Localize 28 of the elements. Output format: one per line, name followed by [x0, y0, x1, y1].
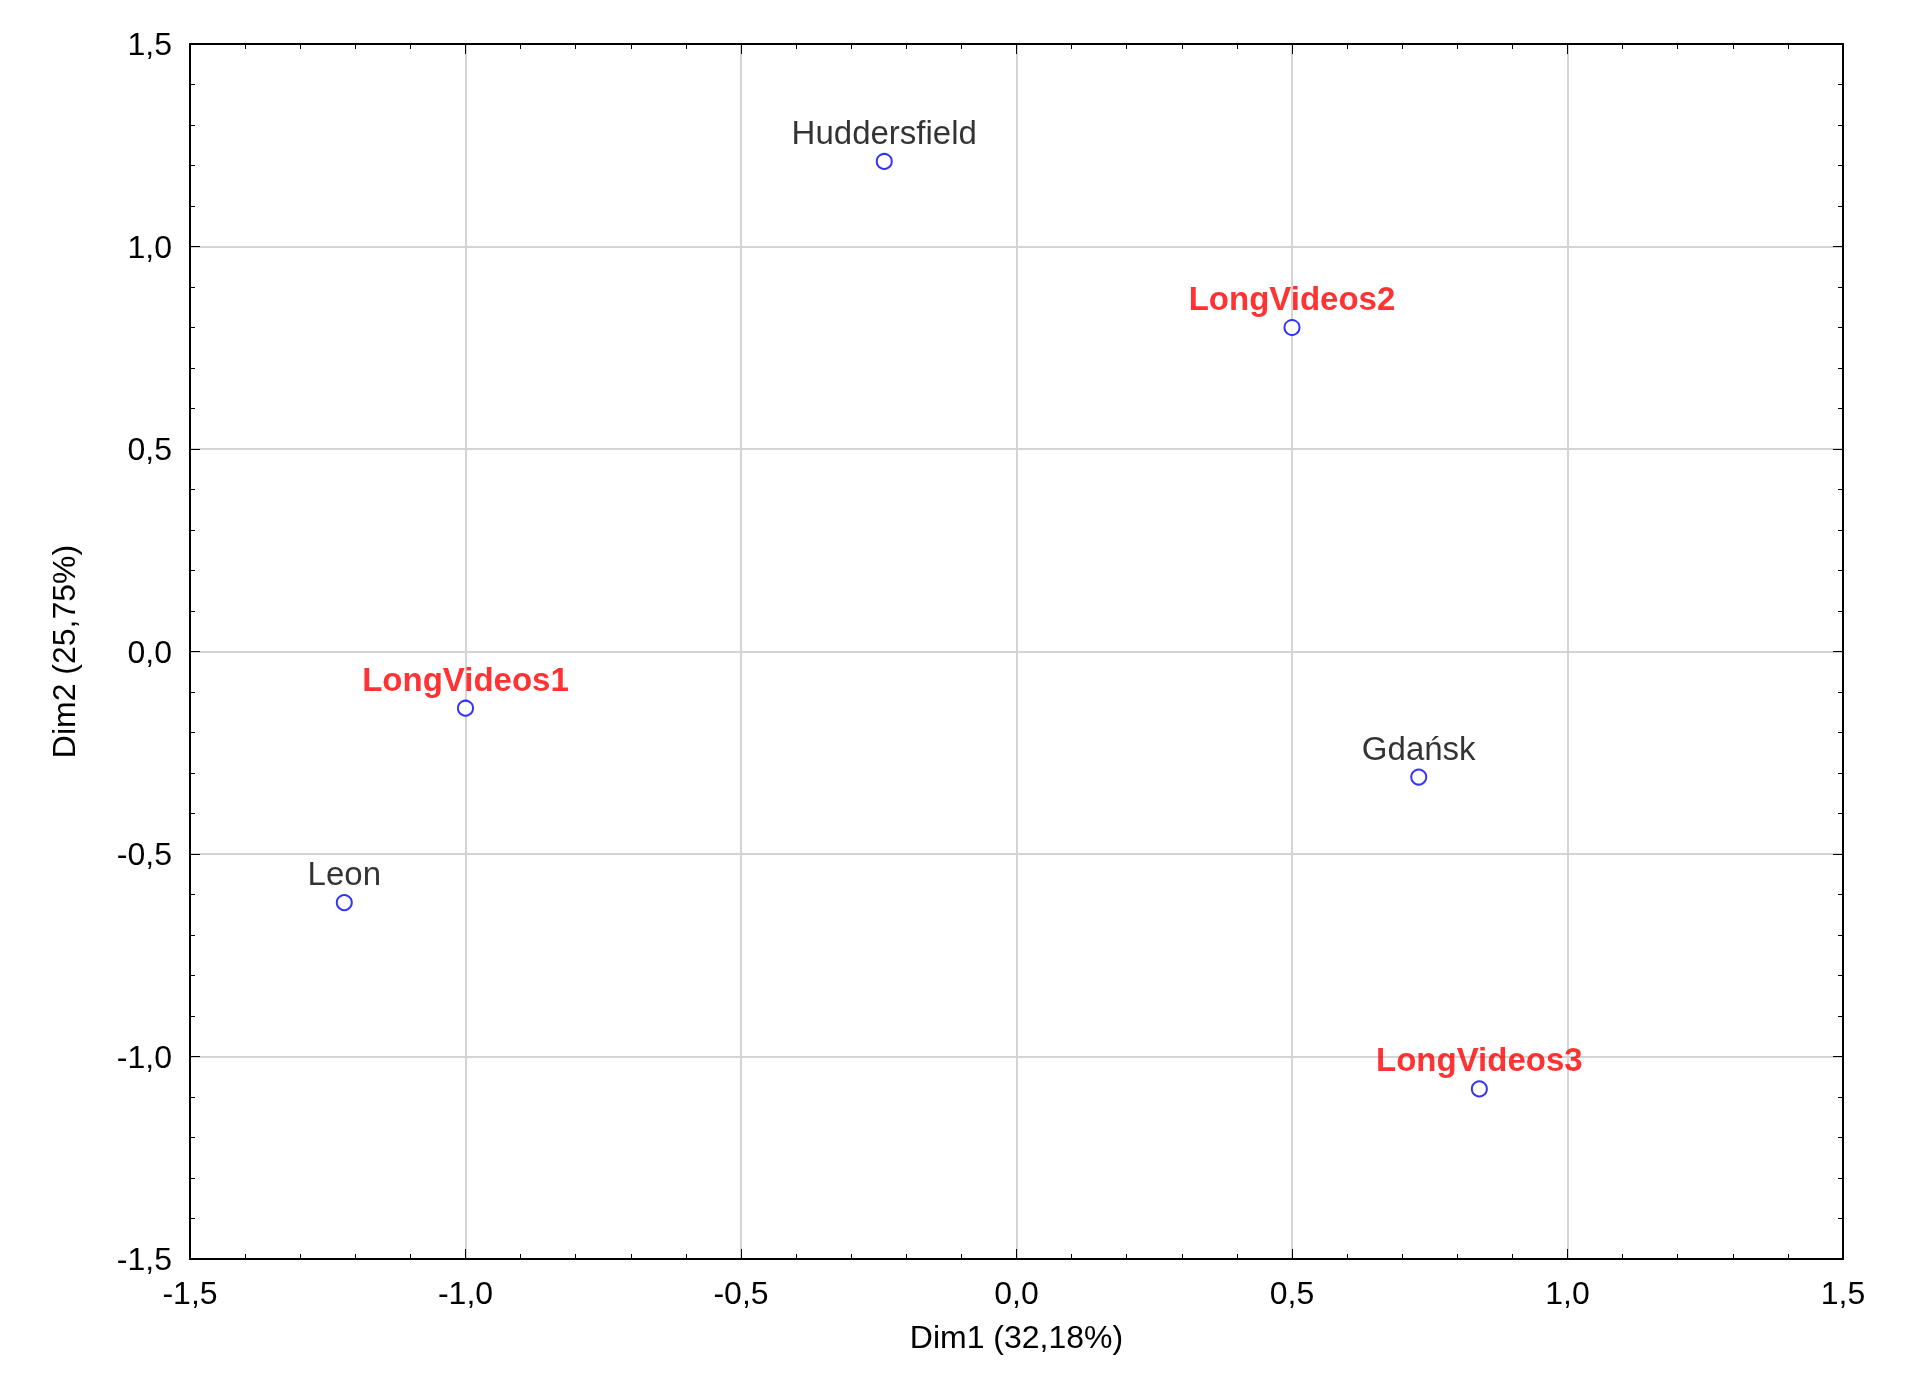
y-tick-label: 0,5 — [127, 431, 172, 467]
y-tick-label: 1,0 — [127, 228, 172, 265]
y-tick-label: -1,5 — [116, 1241, 172, 1277]
data-label: LongVideos1 — [362, 660, 569, 698]
y-axis-title: Dim2 (25,75%) — [46, 544, 82, 759]
y-tick-label: 0,0 — [127, 633, 172, 670]
point — [1410, 768, 1428, 786]
point — [1283, 319, 1301, 336]
data-label: LongVideos3 — [1376, 1041, 1583, 1079]
x-tick-label: -1,5 — [162, 1275, 218, 1311]
x-tick-label: 1,5 — [1820, 1275, 1866, 1311]
x-tick-label: 1,0 — [1545, 1275, 1590, 1311]
point — [875, 152, 893, 170]
y-tick-label: -1,0 — [116, 1038, 172, 1075]
data-label: Gdańsk — [1361, 729, 1477, 767]
point — [1470, 1080, 1488, 1098]
x-axis-title: Dim1 (32,18%) — [909, 1319, 1124, 1355]
point — [335, 894, 353, 912]
data-label: Huddersfield — [791, 113, 977, 151]
x-tick-label: 0,5 — [1269, 1275, 1315, 1311]
x-tick-label: -0,5 — [713, 1275, 769, 1311]
x-tick-label: -1,0 — [437, 1275, 494, 1311]
y-tick-label: -0,5 — [116, 836, 172, 872]
y-tick-label: 1,5 — [127, 26, 172, 62]
point — [457, 699, 474, 717]
data-label: Leon — [307, 855, 381, 893]
x-tick-label: 0,0 — [994, 1275, 1039, 1311]
data-label: LongVideos2 — [1188, 280, 1396, 317]
